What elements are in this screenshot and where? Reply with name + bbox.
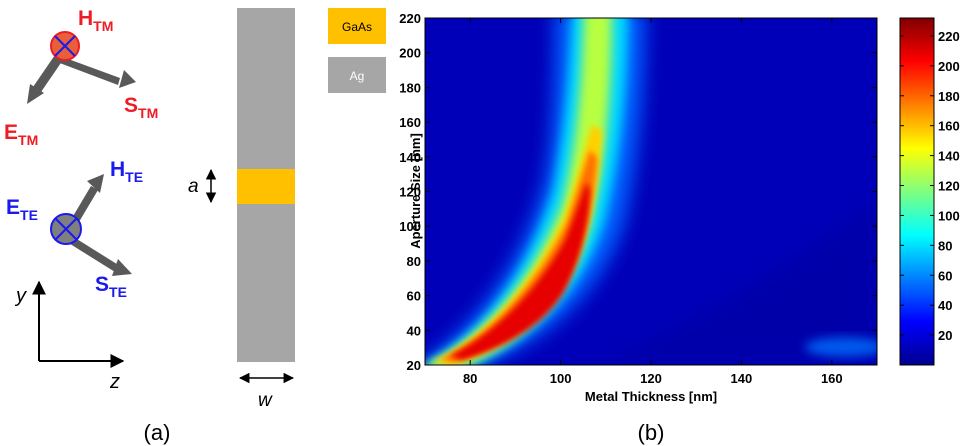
e-tm-label: ETM	[4, 121, 38, 148]
colorbar-tick-label: 220	[938, 29, 960, 44]
y-tick-label: 220	[399, 11, 421, 26]
y-tick-label: 120	[399, 185, 421, 200]
x-tick-label: 160	[821, 371, 843, 386]
aperture-region	[237, 169, 295, 204]
coordinate-axes: y z	[14, 280, 125, 393]
y-tick-label: 60	[407, 289, 421, 304]
z-axis-label: z	[109, 371, 120, 393]
panel-a-label: (a)	[144, 420, 171, 445]
legend-swatch-gaas	[328, 8, 386, 44]
x-ticks: 80 100 120 140 160	[463, 18, 843, 386]
colorbar-tick-label: 180	[938, 89, 960, 104]
h-tm-label: HTM	[78, 7, 113, 34]
x-tick-label: 140	[731, 371, 753, 386]
e-te-label: ETE	[6, 196, 38, 223]
colorbar-ticks: 20 40 60 80 100 120 140 160 180 200 220	[900, 29, 960, 343]
colorbar-tick-label: 100	[938, 208, 960, 223]
y-axis-title: Aperture Size [nm]	[408, 133, 423, 249]
legend-label-gaas: GaAs	[342, 20, 372, 34]
s-te-label: STE	[95, 273, 127, 300]
y-tick-label: 100	[399, 219, 421, 234]
s-tm-label: STM	[124, 94, 158, 121]
y-axis-label: y	[14, 285, 27, 307]
h-te-label: HTE	[110, 158, 143, 185]
y-tick-label: 200	[399, 46, 421, 61]
panel-a: HTM STM ETM HTE ETE STE y z a w GaAs	[4, 7, 386, 445]
aperture-size-label: a	[188, 176, 199, 197]
y-tick-label: 180	[399, 80, 421, 95]
material-legend: GaAs Ag	[328, 8, 386, 93]
te-vectors	[50, 174, 132, 276]
x-tick-label: 120	[640, 371, 662, 386]
y-tick-label: 80	[407, 254, 421, 269]
legend-label-ag: Ag	[350, 69, 365, 83]
y-tick-label: 20	[407, 358, 421, 373]
colorbar-tick-label: 120	[938, 179, 960, 194]
y-tick-label: 160	[399, 115, 421, 130]
y-tick-label: 140	[399, 150, 421, 165]
colorbar-tick-label: 160	[938, 119, 960, 134]
x-tick-label: 80	[463, 371, 477, 386]
heatmap	[425, 18, 877, 365]
colorbar-tick-label: 20	[938, 328, 952, 343]
tm-vectors	[27, 31, 136, 104]
y-tick-label: 40	[407, 323, 421, 338]
colorbar-tick-label: 200	[938, 59, 960, 74]
colorbar-tick-label: 140	[938, 149, 960, 164]
legend-swatch-ag	[328, 57, 386, 93]
aperture-structure: a w	[188, 8, 295, 411]
x-axis-title: Metal Thickness [nm]	[585, 389, 717, 404]
y-ticks: 20 40 60 80 100 120 140 160 180 200 220	[399, 11, 877, 373]
panel-b: 80 100 120 140 160 2040608010012014016018020…	[399, 11, 960, 445]
colorbar	[899, 17, 935, 366]
colorbar-tick-label: 40	[938, 298, 952, 313]
width-label: w	[258, 390, 273, 411]
colorbar-tick-label: 80	[938, 238, 952, 253]
x-tick-label: 100	[550, 371, 572, 386]
colorbar-tick-label: 60	[938, 268, 952, 283]
panel-b-label: (b)	[638, 420, 665, 445]
